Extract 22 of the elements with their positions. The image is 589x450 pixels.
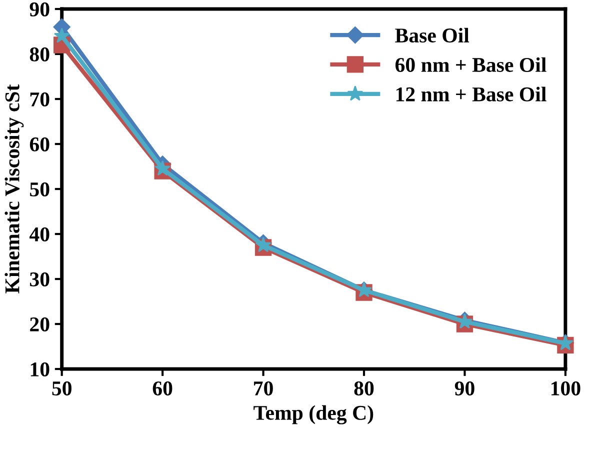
y-tick-label: 40 [29,227,50,242]
x-axis-title: Temp (deg C) [254,405,374,424]
x-tick-label: 80 [354,381,374,396]
y-axis-title: Kinematic Viscosity cSt [4,84,24,294]
y-tick-label: 20 [30,317,50,332]
y-tick-label: 80 [30,47,50,62]
point [154,160,171,176]
y-tick-label: 70 [30,92,50,106]
y-tick-label: 30 [30,272,50,286]
x-tick-label: 50 [52,381,72,396]
x-tick-label: 90 [454,381,474,396]
y-tick-label: 90 [30,2,50,16]
legend-label: 60 nm + Base Oil [395,57,546,72]
y-tick-label: 10 [30,362,50,376]
x-tick-label: 60 [152,381,172,396]
legend-label: Base Oil [395,28,470,43]
point [54,28,70,43]
y-tick-label: 60 [30,137,50,152]
y-tick-label: 50 [30,182,50,196]
x-tick-label: 100 [551,381,580,396]
x-tick-label: 70 [254,381,273,396]
legend-label: 12 nm + Base Oil [396,86,546,102]
